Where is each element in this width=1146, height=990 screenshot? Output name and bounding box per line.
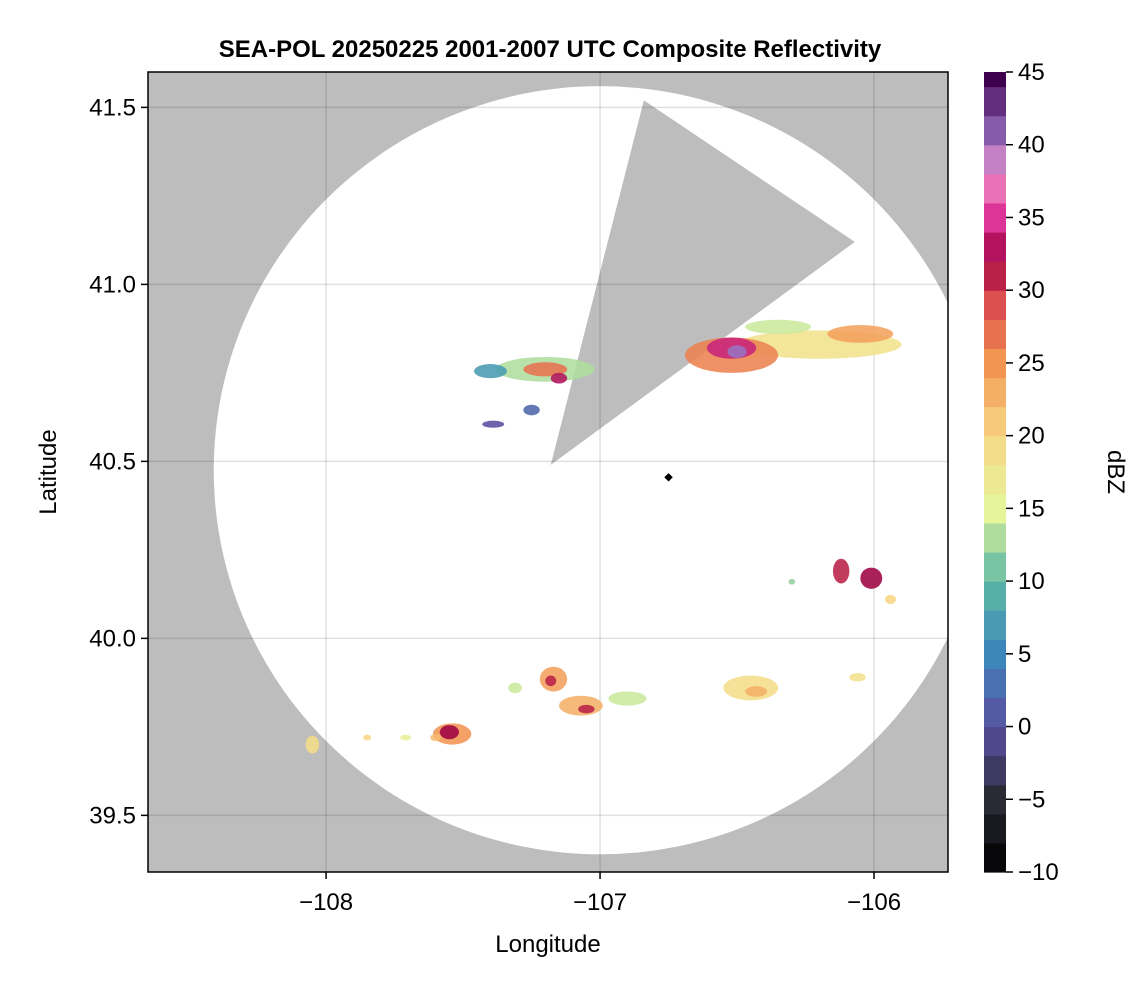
colorbar-segment: [984, 842, 1006, 873]
colorbar-tick-label: 0: [1018, 714, 1031, 741]
colorbar-segment: [984, 173, 1006, 204]
echo-20: [608, 691, 647, 706]
colorbar: [984, 72, 1006, 873]
echo-28: [305, 735, 320, 754]
colorbar-segment: [984, 726, 1006, 757]
echo-23: [508, 682, 522, 694]
echo-14: [884, 594, 896, 605]
echo-15: [788, 578, 796, 585]
colorbar-segment: [984, 232, 1006, 262]
colorbar-segment: [984, 610, 1006, 640]
echo-8: [550, 372, 568, 384]
y-axis-ticks: 39.5 40.0 40.5 41.0 41.5: [89, 94, 148, 829]
colorbar-segment: [984, 261, 1006, 291]
x-tick-label: −106: [847, 889, 901, 916]
echo-11: [482, 420, 505, 428]
x-axis-ticks: −108 −107 −106: [299, 872, 901, 916]
y-axis-label: Latitude: [35, 429, 62, 514]
chart-title: SEA-POL 20250225 2001-2007 UTC Composite…: [219, 36, 882, 63]
echo-26: [439, 725, 459, 740]
colorbar-tick-label: 35: [1018, 204, 1045, 231]
colorbar-tick-label: −10: [1018, 859, 1059, 886]
colorbar-segment: [984, 784, 1006, 815]
colorbar-segment: [984, 406, 1006, 437]
plot-area: [148, 72, 948, 872]
echo-10: [523, 404, 540, 416]
colorbar-segment: [984, 72, 1006, 88]
colorbar-tick-label: 45: [1018, 59, 1045, 86]
colorbar-segment: [984, 348, 1006, 379]
colorbar-ticks: −10 −5 0 5 10 15 20 25 30 35 40 45: [1006, 59, 1059, 886]
echo-9: [474, 364, 507, 379]
x-tick-label: −107: [573, 889, 627, 916]
echo-19: [578, 704, 595, 714]
colorbar-segment: [984, 290, 1006, 320]
radar-site-marker: [664, 473, 673, 482]
echo-layer: [305, 319, 902, 754]
echo-27: [430, 733, 442, 742]
colorbar-segment: [984, 202, 1006, 233]
colorbar-tick-label: 20: [1018, 423, 1045, 450]
y-tick-label: 40.5: [89, 448, 136, 475]
echo-5: [827, 325, 894, 343]
colorbar-segment: [984, 115, 1006, 146]
colorbar-segment: [984, 464, 1006, 495]
echo-3: [727, 345, 747, 359]
echo-29: [400, 734, 412, 741]
colorbar-tick-label: 5: [1018, 641, 1031, 668]
colorbar-tick-label: 10: [1018, 568, 1045, 595]
colorbar-tick-label: 30: [1018, 277, 1045, 304]
y-tick-label: 41.5: [89, 94, 136, 121]
colorbar-segment: [984, 144, 1006, 175]
colorbar-segment: [984, 697, 1006, 728]
echo-22: [745, 686, 768, 697]
colorbar-tick-label: −5: [1018, 786, 1045, 813]
colorbar-tick-label: 40: [1018, 132, 1045, 159]
echo-24: [849, 673, 866, 682]
colorbar-segment: [984, 435, 1006, 466]
colorbar-segment: [984, 319, 1006, 349]
echo-17: [545, 675, 557, 687]
colorbar-segment: [984, 86, 1006, 117]
colorbar-tick-label: 25: [1018, 350, 1045, 377]
echo-12: [832, 558, 850, 584]
echo-18: [558, 695, 603, 716]
colorbar-segment: [984, 552, 1006, 582]
colorbar-label: dBZ: [1102, 450, 1129, 494]
plot-frame: [147, 71, 949, 873]
y-tick-label: 39.5: [89, 802, 136, 829]
radar-site-diamond: [664, 473, 673, 482]
colorbar-tick-label: 15: [1018, 495, 1045, 522]
colorbar-segment: [984, 522, 1006, 553]
echo-4: [745, 319, 812, 334]
echo-7: [523, 362, 568, 377]
colorbar-segment: [984, 668, 1006, 699]
x-axis-label: Longitude: [495, 931, 600, 958]
grid-lines: [148, 72, 948, 872]
colorbar-segment: [984, 581, 1006, 611]
echo-30: [363, 734, 372, 741]
beam-blockage-sector: [550, 100, 855, 465]
colorbar-segment: [984, 639, 1006, 669]
colorbar-segment: [984, 813, 1006, 844]
x-tick-label: −108: [299, 889, 353, 916]
colorbar-segment: [984, 377, 1006, 408]
y-tick-label: 41.0: [89, 271, 136, 298]
y-tick-label: 40.0: [89, 625, 136, 652]
colorbar-segment: [984, 493, 1006, 524]
echo-13: [860, 567, 883, 589]
colorbar-segment: [984, 755, 1006, 786]
